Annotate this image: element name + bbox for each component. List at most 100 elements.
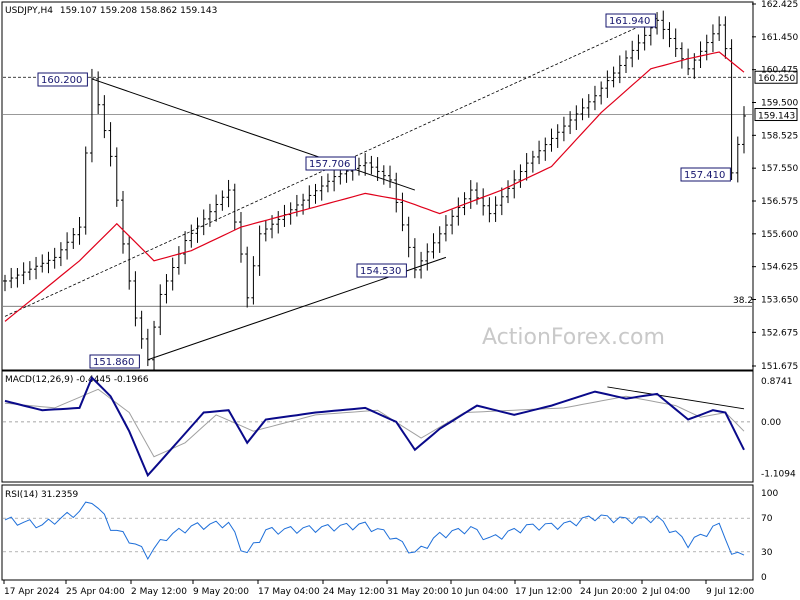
macd-main-line bbox=[4, 375, 745, 478]
annotation-layer: 38.2 160.200 161.940 157.706 154.530 151.860 1… bbox=[37, 13, 798, 369]
price-line-tag-box bbox=[754, 70, 798, 84]
time-tick-label: 17 May 04:00 bbox=[258, 587, 320, 597]
ohlc-bar bbox=[301, 193, 306, 215]
ohlc-bar bbox=[307, 185, 312, 209]
ohlc-bar bbox=[549, 128, 554, 152]
label-151860: 151.860 bbox=[89, 354, 140, 369]
label-157706-text: 157.706 bbox=[309, 159, 350, 170]
ohlc-bar bbox=[642, 26, 647, 51]
ohlc-bar bbox=[40, 254, 45, 273]
ohlc-bar bbox=[506, 180, 511, 204]
price-tick-label: 156.575 bbox=[761, 197, 798, 207]
label-151860-box bbox=[89, 354, 140, 369]
ohlc-bar bbox=[332, 167, 337, 192]
macd-tick-label: 0.00 bbox=[761, 418, 781, 428]
rsi-line bbox=[4, 501, 745, 561]
ohlc-bar bbox=[580, 98, 585, 121]
price-tick-label: 162.425 bbox=[761, 0, 798, 10]
ohlc-bar bbox=[139, 310, 144, 349]
ohlc-bar bbox=[537, 140, 542, 165]
macd-layer bbox=[4, 375, 745, 478]
ohlc-bar bbox=[599, 81, 604, 105]
ohlc-bar bbox=[220, 190, 225, 211]
label-160200: 160.200 bbox=[37, 72, 88, 87]
time-tick-label: 2 May 12:00 bbox=[131, 587, 187, 597]
ohlc-bar bbox=[363, 153, 368, 176]
ohlc-bar bbox=[412, 238, 417, 279]
ohlc-bar bbox=[468, 180, 473, 209]
label-154530: 154.530 bbox=[356, 263, 407, 278]
ohlc-bar bbox=[375, 157, 380, 181]
ohlc-bar bbox=[21, 262, 26, 285]
current-price-tag: 159.143 bbox=[754, 108, 798, 122]
ohlc-bar bbox=[431, 233, 436, 259]
rsi-tick-label: 30 bbox=[761, 548, 773, 558]
ohlc-bar bbox=[251, 256, 256, 305]
ohlc-bar bbox=[201, 209, 206, 236]
ohlc-bar bbox=[164, 274, 169, 304]
price-panel-frame bbox=[1, 1, 754, 371]
ohlc-bar bbox=[108, 122, 113, 167]
ohlc-bar bbox=[561, 116, 566, 142]
label-151860-text: 151.860 bbox=[93, 357, 134, 368]
label-161940: 161.940 bbox=[605, 13, 656, 28]
macd-divergence-line bbox=[607, 386, 745, 410]
ohlc-bar bbox=[369, 155, 374, 175]
ohlc-bar bbox=[456, 197, 461, 226]
ohlc-bar bbox=[406, 216, 411, 258]
label-157706: 157.706 bbox=[305, 156, 356, 171]
price-tick-label: 153.650 bbox=[761, 295, 798, 305]
ohlc-bar bbox=[96, 71, 101, 115]
ohlc-bar bbox=[586, 94, 591, 118]
ohlc-bar bbox=[717, 16, 722, 41]
ohlc-bar bbox=[735, 136, 740, 183]
rsi-tick-label: 70 bbox=[761, 514, 773, 524]
ohlc-bar bbox=[71, 228, 76, 249]
ohlc-bar bbox=[636, 34, 641, 60]
time-tick-label: 24 Jun 20:00 bbox=[580, 587, 637, 597]
rsi-tick-label: 0 bbox=[761, 573, 767, 583]
macd-tick-label: 0.8741 bbox=[761, 377, 793, 387]
ohlc-values: 159.107 159.208 158.862 159.143 bbox=[60, 6, 217, 16]
time-tick-label: 17 Jun 12:00 bbox=[515, 587, 572, 597]
rsi-header: RSI(14) 31.2359 bbox=[5, 490, 78, 500]
time-tick-label: 2 Jul 04:00 bbox=[642, 587, 691, 597]
macd-panel-frame bbox=[1, 370, 754, 483]
ohlc-bar bbox=[114, 147, 119, 207]
label-160200-box bbox=[37, 72, 88, 87]
ohlc-bar bbox=[655, 12, 660, 35]
time-tick-label: 10 Jun 04:00 bbox=[451, 587, 508, 597]
ohlc-bar bbox=[592, 85, 597, 111]
label-160200-text: 160.200 bbox=[41, 75, 82, 86]
ohlc-bar bbox=[450, 209, 455, 235]
ohlc-bar bbox=[356, 157, 361, 176]
rsi-layer bbox=[4, 501, 745, 561]
axis-layer: 162.425 161.450 160.475 159.500 158.525 157.5… bbox=[3, 0, 798, 597]
moving-average-layer bbox=[4, 51, 745, 322]
time-tick-label: 31 May 20:00 bbox=[387, 587, 449, 597]
label-161940-box bbox=[605, 13, 656, 28]
ohlc-bar bbox=[543, 137, 548, 161]
ohlc-bar bbox=[742, 106, 746, 154]
ohlc-bar bbox=[183, 231, 188, 265]
ohlc-bar bbox=[568, 111, 573, 135]
ohlc-bar bbox=[9, 267, 14, 289]
price-tick-label: 161.450 bbox=[761, 33, 798, 43]
ohlc-bar bbox=[232, 183, 237, 231]
ohlc-bar bbox=[207, 203, 212, 227]
ohlc-bar bbox=[518, 164, 523, 188]
label-157706-box bbox=[305, 156, 356, 171]
ohlc-bar bbox=[400, 192, 405, 232]
ohlc-bar bbox=[294, 194, 299, 217]
rsi-panel-frame bbox=[1, 484, 754, 581]
ohlc-bar bbox=[530, 150, 535, 173]
ohlc-bar bbox=[611, 66, 616, 88]
ohlc-bar bbox=[226, 179, 231, 208]
ohlc-bar bbox=[27, 261, 32, 281]
rsi-tick-label: 100 bbox=[761, 489, 778, 499]
ohlc-bar bbox=[624, 50, 629, 74]
price-tick-label: 151.675 bbox=[761, 362, 798, 372]
time-tick-label: 9 May 20:00 bbox=[193, 587, 249, 597]
ohlc-bar bbox=[437, 226, 442, 253]
current-price-tag-box bbox=[754, 108, 798, 122]
